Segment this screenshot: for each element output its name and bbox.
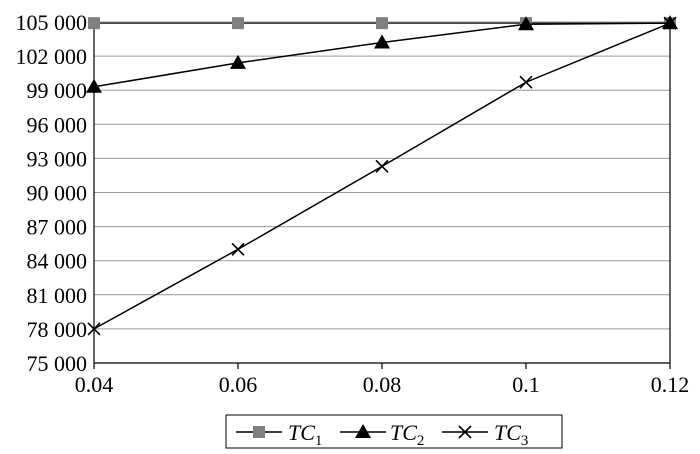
x-axis: 0.04 0.06 0.08 0.1 0.12 [75,363,690,397]
data-point-tc1 [376,17,388,30]
series-line-tc2 [93,22,671,88]
legend-marker-tc1 [253,426,265,438]
legend-label-tc2: TC2 [390,420,424,449]
data-point-tc3 [663,16,677,30]
y-tick-label: 102 000 [16,44,88,69]
data-point-tc2 [518,16,534,31]
y-tick-label: 105 000 [16,10,88,35]
series-line-tc3 [93,22,671,330]
data-point-tc2 [230,54,246,69]
data-point-tc2 [86,78,102,93]
x-tick-label: 0.12 [651,372,690,397]
legend-label-tc3: TC3 [494,420,528,449]
data-point-tc1 [88,17,100,30]
data-point-tc2 [374,34,390,49]
y-tick-label: 93 000 [27,146,88,171]
legend-marker-tc2 [355,424,371,438]
data-point-tc3 [519,75,533,89]
y-tick-label: 84 000 [27,249,88,274]
y-tick-label: 99 000 [27,78,88,103]
y-tick-label: 81 000 [27,283,88,308]
y-tick-label: 96 000 [27,112,88,137]
data-point-tc3 [87,322,101,336]
legend: TC1 TC2 TC3 [225,414,563,449]
y-tick-label: 78 000 [27,317,88,342]
legend-label-tc1: TC1 [288,420,322,449]
x-tick-label: 0.04 [75,372,114,397]
data-point-tc1 [232,17,244,30]
x-tick-label: 0.06 [219,372,258,397]
data-point-tc3 [375,159,389,173]
x-tick-label: 0.1 [512,372,540,397]
y-axis: 75 000 78 000 81 000 84 000 87 000 90 000 93 0… [16,10,88,376]
y-tick-label: 90 000 [27,181,88,206]
plot-area [86,15,678,336]
legend-marker-tc3 [458,425,472,439]
y-tick-label: 75 000 [27,351,88,376]
legend-box [225,414,563,449]
data-point-tc3 [231,242,245,256]
x-tick-label: 0.08 [363,372,402,397]
y-tick-label: 87 000 [27,215,88,240]
